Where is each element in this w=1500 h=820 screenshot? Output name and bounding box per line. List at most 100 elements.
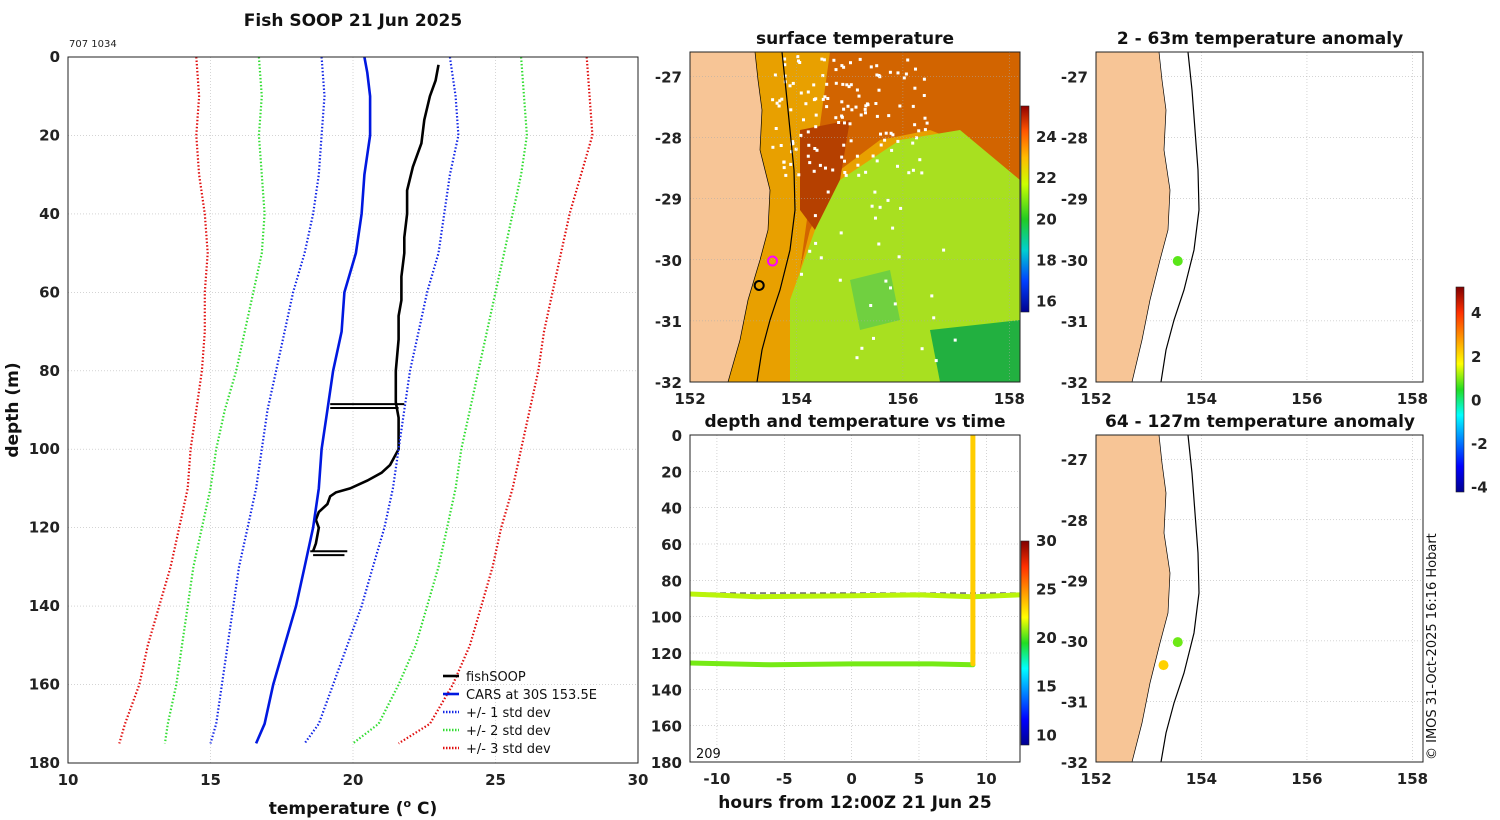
sst-cloud-speck [888, 70, 892, 74]
sst-cloud-speck [832, 58, 836, 62]
timeline-xtick-label: 0 [846, 770, 856, 788]
timeline-colorbar-tick: 15 [1036, 678, 1057, 696]
sst-panel: surface temperature 152 154 156 158 -27 -28 -2… [655, 29, 1057, 408]
sst-cloud-speck [932, 316, 936, 320]
sst-colorbar-tick: 18 [1036, 252, 1057, 270]
anomaly-colorbar-tick: -4 [1471, 479, 1488, 497]
sst-location-marker [753, 279, 765, 291]
sst-ytick-label: -31 [655, 313, 682, 331]
sst-colorbar-tick: 16 [1036, 293, 1057, 311]
profile-series-line [352, 56, 529, 745]
sst-cloud-speck [896, 139, 900, 143]
sst-colorbar-tick: 22 [1036, 169, 1057, 187]
sst-cloud-speck [782, 166, 786, 170]
sst-cloud-speck [930, 294, 934, 298]
sst-cloud-speck [855, 154, 859, 158]
anomaly-deep-ytick-label: -29 [1061, 572, 1088, 590]
sst-cloud-speck [906, 58, 910, 62]
sst-cloud-speck [891, 226, 895, 230]
sst-cloud-speck [859, 113, 863, 117]
sst-cloud-speck [869, 304, 873, 307]
sst-cloud-speck [864, 104, 868, 108]
sst-cloud-speck [842, 65, 846, 69]
anomaly-shallow-title: 2 - 63m temperature anomaly [1117, 29, 1403, 49]
sst-cloud-speck [843, 171, 847, 174]
anomaly-deep-xtick-label: 158 [1397, 770, 1428, 788]
sst-cloud-speck [839, 231, 843, 235]
sst-cloud-speck [834, 68, 838, 72]
sst-cloud-speck [874, 216, 877, 220]
sst-cloud-speck [923, 116, 927, 120]
timeline-ytick-label: 60 [661, 536, 682, 554]
sst-cloud-speck [775, 101, 779, 105]
sst-cloud-speck [807, 143, 811, 147]
sst-cloud-speck [870, 204, 874, 208]
sst-xtick-label: 156 [887, 390, 918, 408]
sst-cloud-speck [834, 81, 838, 85]
profile-ytick-label: 140 [29, 597, 60, 615]
sst-cloud-speck [818, 163, 822, 167]
anomaly-deep-ticks: 152 154 156 158 -27 -28 -29 -30 -31 -32 [1061, 451, 1428, 788]
sst-hot-band [800, 120, 850, 230]
sst-cloud-speck [857, 94, 861, 98]
sst-cloud-speck [825, 82, 829, 86]
anomaly-deep-point [1172, 637, 1183, 648]
anomaly-shallow-xtick-label: 154 [1186, 390, 1217, 408]
profile-ytick-label: 180 [29, 754, 60, 772]
profile-xtick-label: 30 [628, 771, 649, 789]
timeline-ytick-label: 100 [651, 609, 682, 627]
sst-cloud-speck [812, 169, 816, 173]
sst-cloud-speck [869, 65, 873, 69]
sst-cloud-speck [879, 132, 882, 136]
sst-cloud-speck [863, 107, 867, 111]
sst-cloud-speck [925, 121, 929, 125]
timeline-ytick-label: 0 [672, 427, 682, 445]
timeline-ytick-label: 40 [661, 500, 682, 518]
sst-isobath [756, 52, 796, 382]
timeline-colorbar-tick: 30 [1036, 532, 1057, 550]
sst-cloud-speck [875, 159, 879, 163]
timeline-xlabel: hours from 12:00Z 21 Jun 25 [718, 793, 991, 813]
sst-cloud-speck [896, 164, 899, 168]
profile-series-line [163, 56, 266, 744]
sst-ytick-label: -30 [655, 252, 682, 270]
anomaly-deep-xtick-label: 156 [1291, 770, 1322, 788]
timeline-colorbar [1020, 540, 1030, 746]
anomaly-shallow-xtick-label: 156 [1291, 390, 1322, 408]
sst-coolest-region [930, 320, 1020, 382]
anomaly-colorbar-tick: 0 [1471, 391, 1481, 409]
anomaly-deep-ytick-label: -28 [1061, 512, 1088, 530]
sst-cloud-speck [875, 114, 879, 118]
sst-cloud-speck [858, 57, 862, 61]
profile-ticks: 10 15 20 25 30 0 20 40 60 80 100 120 140 160 180 [29, 48, 649, 789]
sst-cloud-speck [840, 64, 844, 68]
anomaly-colorbar-tick: 2 [1471, 348, 1481, 366]
anomaly-shallow-ytick-label: -27 [1061, 68, 1088, 86]
sst-cloud-speck [886, 198, 890, 202]
sst-cloud-speck [806, 154, 810, 158]
profile-series-line [303, 56, 460, 745]
anomaly-shallow-ytick-label: -30 [1061, 252, 1088, 270]
sst-colorbar-ticks: 16 18 20 22 24 [1036, 128, 1057, 311]
sst-cloud-speck [884, 131, 888, 135]
sst-patch [850, 270, 900, 330]
anomaly-shallow-ytick-label: -31 [1061, 313, 1088, 331]
sst-cloud-speck [840, 114, 844, 118]
sst-cloud-speck [802, 118, 805, 122]
profile-panel: Fish SOOP 21 Jun 2025 707 1034 10 15 20 25 3… [3, 11, 648, 819]
profile-series-line [118, 56, 209, 744]
sst-cloud-speck [806, 130, 810, 134]
sst-xtick-label: 158 [994, 390, 1025, 408]
timeline-ytick-label: 160 [651, 718, 682, 736]
sst-cloud-speck [812, 83, 816, 87]
timeline-colorbar-tick: 25 [1036, 581, 1057, 599]
anomaly-deep-title: 64 - 127m temperature anomaly [1105, 412, 1415, 432]
sst-ytick-label: -28 [655, 130, 682, 148]
sst-cloud-speck [854, 105, 858, 109]
sst-cloud-speck [920, 171, 924, 175]
sst-cloud-speck [843, 159, 846, 163]
sst-cloud-speck [813, 214, 817, 218]
sst-cloud-speck [860, 346, 864, 350]
sst-cloud-speck [784, 173, 788, 177]
sst-cloud-speck [897, 255, 901, 259]
